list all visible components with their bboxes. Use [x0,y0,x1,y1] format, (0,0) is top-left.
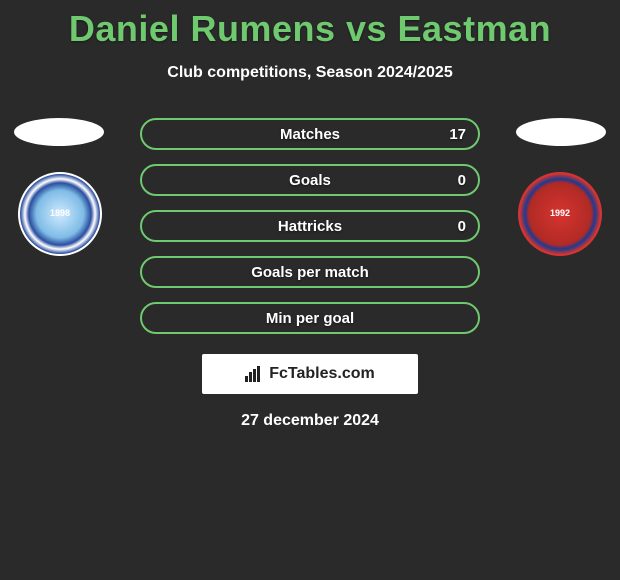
player-silhouette-left [14,118,104,146]
season-subtitle: Club competitions, Season 2024/2025 [0,64,620,82]
page-title: Daniel Rumens vs Eastman [0,0,620,50]
stat-label: Matches [280,126,340,143]
stat-label: Min per goal [266,310,354,327]
comparison-panel: 1898 1992 Matches 17 Goals 0 Hattricks 0… [0,118,620,430]
stat-row-matches: Matches 17 [140,118,480,150]
stat-label: Goals [289,172,331,189]
player-silhouette-right [516,118,606,146]
stat-row-goals: Goals 0 [140,164,480,196]
club-badge-right-year: 1992 [550,209,570,219]
snapshot-date: 27 december 2024 [0,412,620,430]
stat-row-goals-per-match: Goals per match [140,256,480,288]
stat-label: Goals per match [251,264,369,281]
club-badge-left: 1898 [18,172,102,256]
club-badge-left-year: 1898 [50,209,70,219]
club-badge-right: 1992 [518,172,602,256]
stat-right-value: 17 [449,126,466,143]
stat-row-hattricks: Hattricks 0 [140,210,480,242]
brand-label: FcTables.com [269,365,375,383]
stat-right-value: 0 [458,172,466,189]
stat-label: Hattricks [278,218,342,235]
stat-right-value: 0 [458,218,466,235]
bar-chart-icon [245,366,263,382]
brand-box: FcTables.com [202,354,418,394]
stat-row-min-per-goal: Min per goal [140,302,480,334]
stats-list: Matches 17 Goals 0 Hattricks 0 Goals per… [140,118,480,334]
